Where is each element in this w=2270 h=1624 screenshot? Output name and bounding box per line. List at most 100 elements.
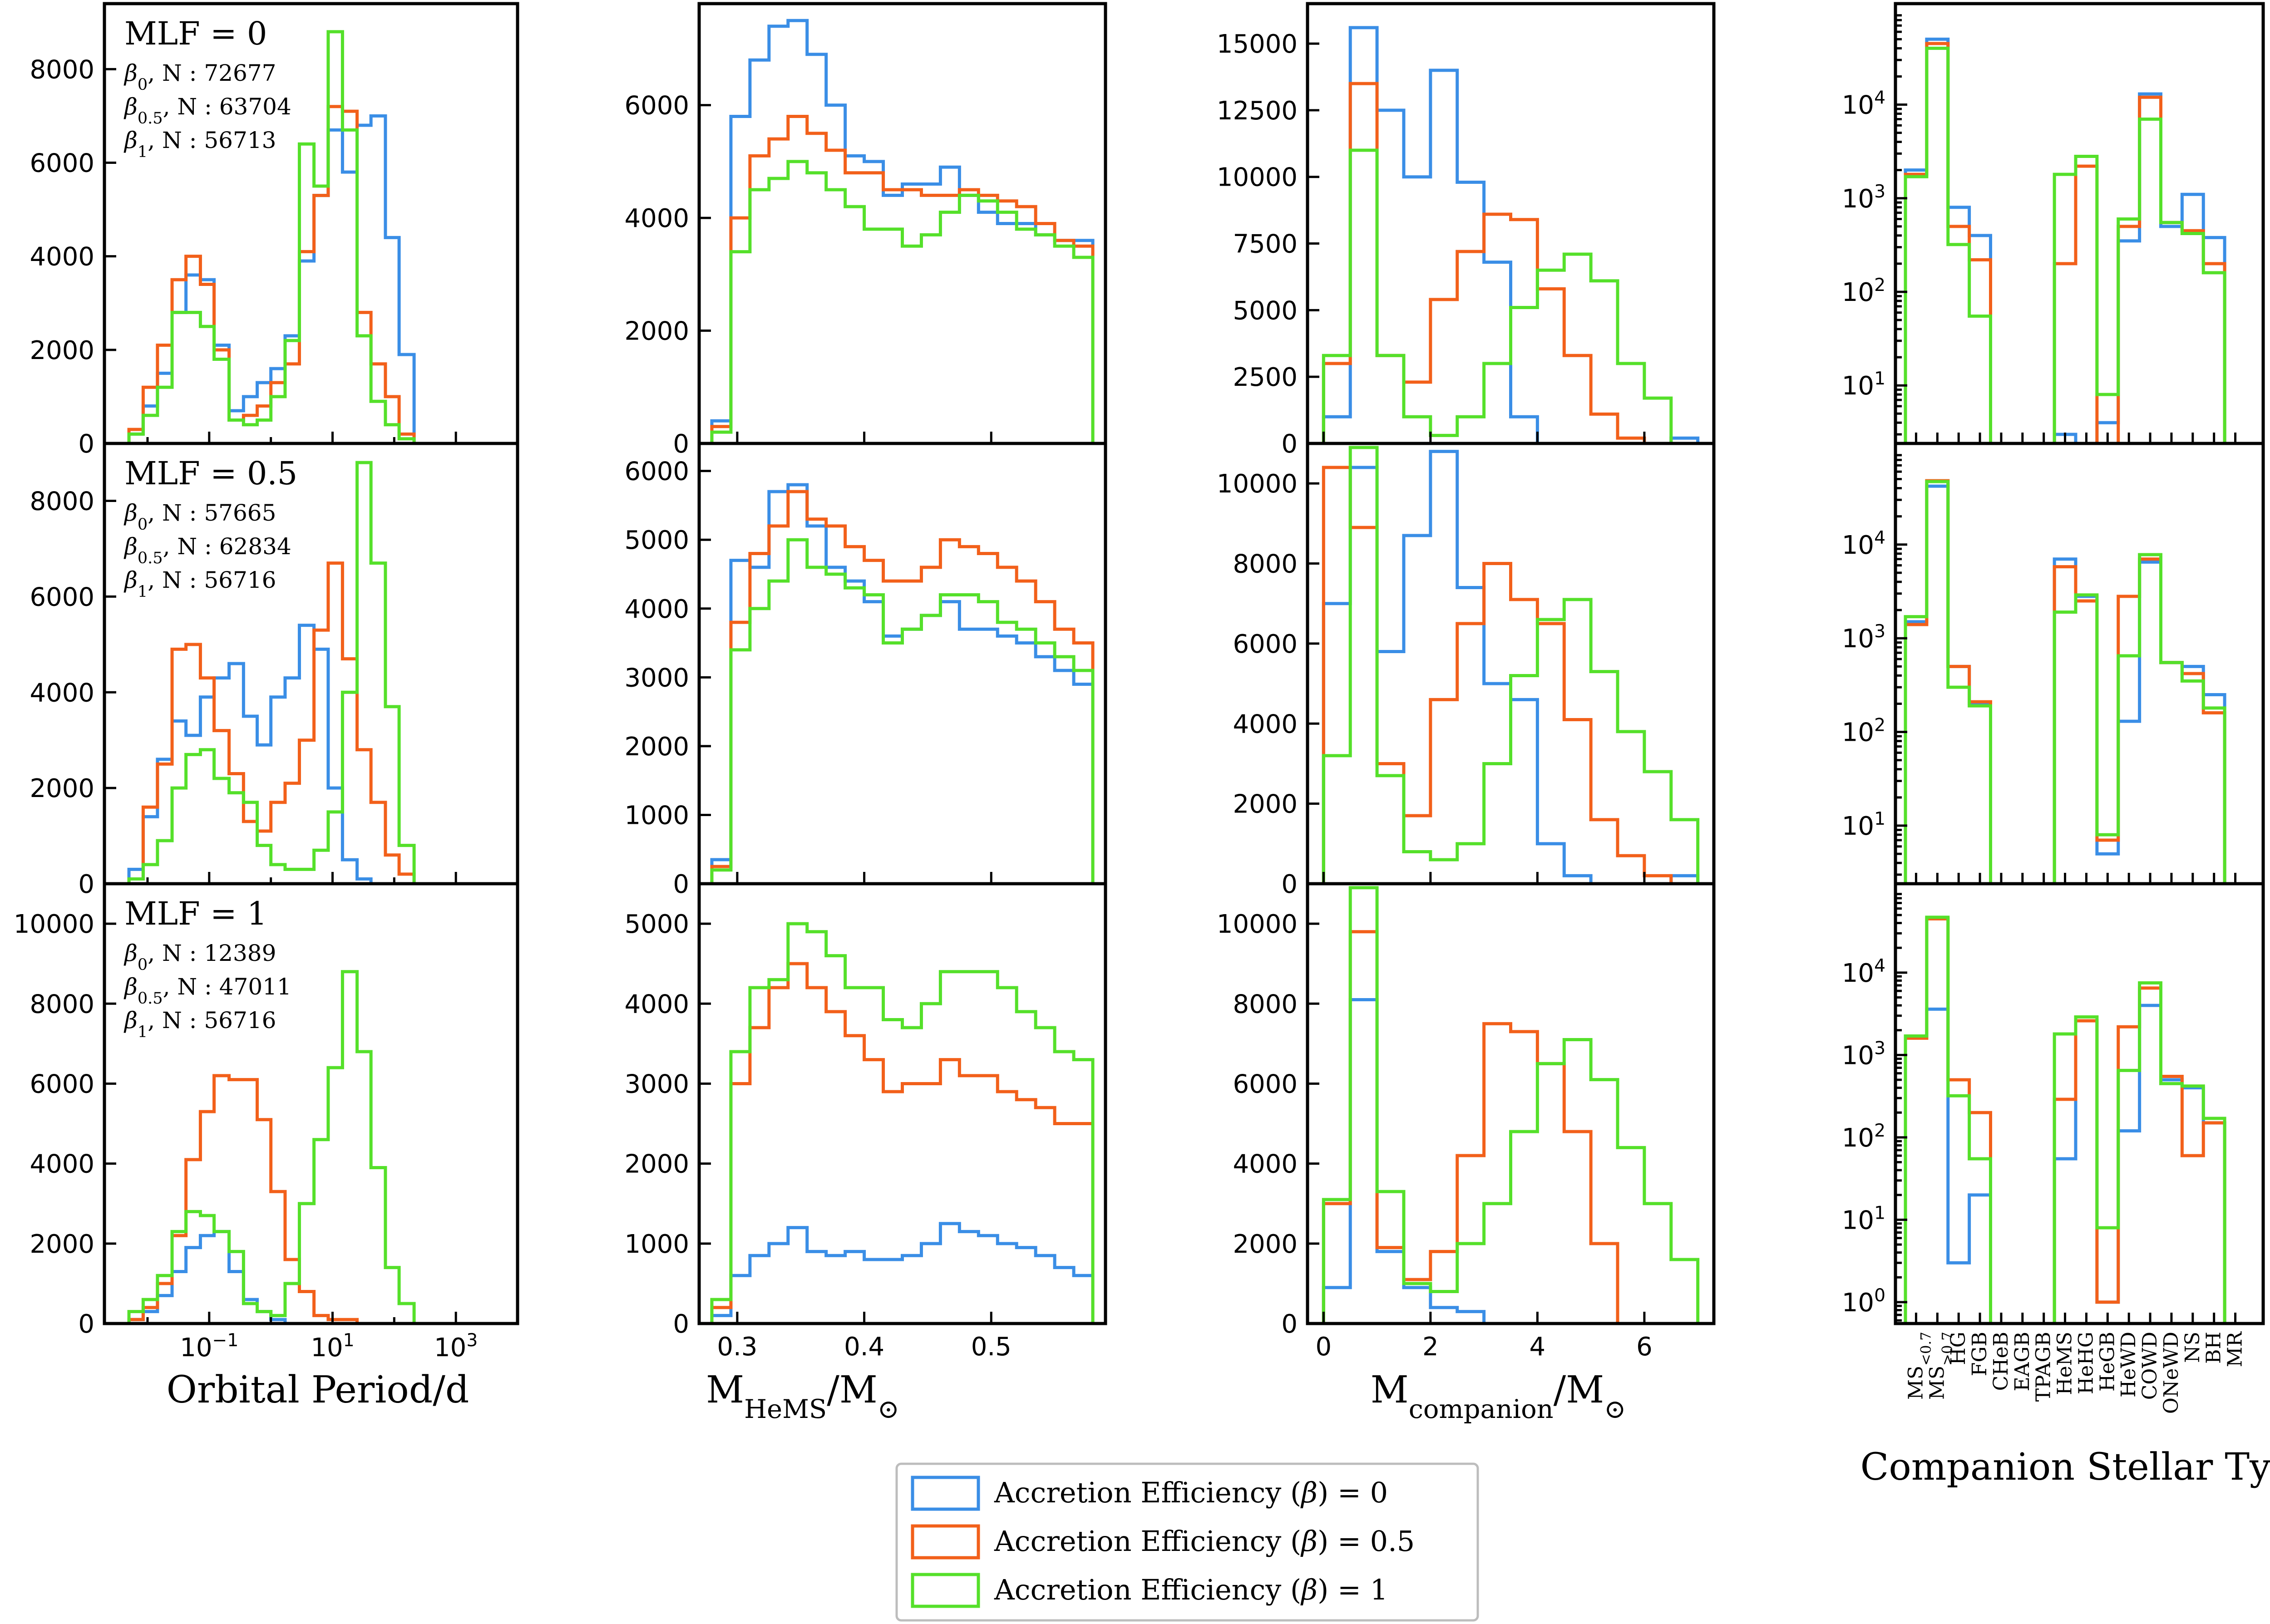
y-tick-label: 3000 bbox=[624, 1069, 689, 1099]
x-category-label: MR bbox=[2224, 1331, 2247, 1367]
panel-r0-c2: 0 2500 5000 7500 10000 12500 15000 bbox=[1217, 2, 1716, 459]
y-tick-label: 8000 bbox=[1233, 550, 1298, 579]
y-tick-label: 104 bbox=[1842, 955, 1885, 988]
count-label-beta-0.5: β0.5, N : 63704 bbox=[123, 94, 291, 128]
y-tick-label: 8000 bbox=[30, 989, 94, 1019]
y-tick-label: 2000 bbox=[30, 336, 94, 365]
y-tick-label: 12500 bbox=[1217, 96, 1298, 126]
series-line-beta-1 bbox=[1322, 148, 1698, 445]
y-tick-label: 2000 bbox=[30, 774, 94, 803]
x-tick-label: 2 bbox=[1422, 1332, 1439, 1362]
y-tick-label: 101 bbox=[1842, 369, 1885, 401]
series-line-beta-0 bbox=[1322, 450, 1700, 886]
y-tick-label: 5000 bbox=[624, 526, 689, 555]
x-tick-label: 0 bbox=[1316, 1332, 1332, 1362]
series-line-beta-1 bbox=[1322, 446, 1700, 884]
y-tick-label: 6000 bbox=[30, 148, 94, 178]
y-tick-label: 0 bbox=[673, 1309, 689, 1339]
y-tick-label: 6000 bbox=[624, 91, 689, 121]
y-tick-label: 4000 bbox=[624, 204, 689, 233]
count-label-beta-1: β1, N : 56713 bbox=[123, 127, 276, 161]
panel-frame bbox=[103, 882, 519, 1325]
x-category-label: FGB bbox=[1968, 1332, 1991, 1376]
count-label-beta-0: β0, N : 12389 bbox=[123, 940, 276, 974]
panel-frame bbox=[697, 442, 1107, 886]
series-line-beta-0.5 bbox=[1322, 930, 1698, 1325]
y-tick-label: 101 bbox=[1842, 809, 1885, 842]
y-tick-label: 4000 bbox=[30, 242, 94, 272]
series-line-beta-0.5 bbox=[127, 1074, 415, 1325]
y-tick-label: 6000 bbox=[1233, 630, 1298, 659]
y-tick-label: 2000 bbox=[1233, 1230, 1298, 1259]
legend-swatch-beta-0 bbox=[911, 1476, 980, 1511]
y-tick-label: 0 bbox=[1281, 1309, 1298, 1339]
series-line-beta-0 bbox=[1904, 37, 2226, 443]
legend-label-beta-0: Accretion Efficiency (β) = 0 bbox=[994, 1476, 1388, 1509]
y-tick-label: 0 bbox=[1281, 429, 1298, 459]
x-category-label: HeWD bbox=[2117, 1332, 2140, 1398]
y-tick-label: 10000 bbox=[1217, 163, 1298, 192]
y-tick-label: 2000 bbox=[624, 317, 689, 346]
legend: Accretion Efficiency (β) = 0 Accretion E… bbox=[895, 1462, 1479, 1622]
series-line-beta-1 bbox=[1322, 886, 1700, 1324]
x-tick-label: 6 bbox=[1636, 1332, 1653, 1362]
x-category-label: HG bbox=[1947, 1332, 1970, 1365]
mlf-label: MLF = 0 bbox=[124, 15, 267, 52]
panel-r1-c2: 0 2000 4000 6000 8000 10000 bbox=[1217, 442, 1716, 899]
y-tick-label: 4000 bbox=[1233, 1150, 1298, 1179]
count-label-beta-0.5: β0.5, N : 62834 bbox=[123, 533, 291, 567]
count-label-beta-1: β1, N : 56716 bbox=[123, 1007, 276, 1041]
series-line-beta-0 bbox=[710, 1222, 1095, 1324]
y-tick-label: 1000 bbox=[624, 801, 689, 830]
y-tick-label: 8000 bbox=[30, 55, 94, 84]
legend-label-beta-1: Accretion Efficiency (β) = 1 bbox=[994, 1573, 1388, 1606]
xlabel-orbital-period: Orbital Period/d bbox=[167, 1368, 469, 1412]
legend-frame bbox=[895, 1462, 1479, 1622]
x-category-label: HeMS bbox=[2053, 1332, 2077, 1395]
x-tick-label: 0.4 bbox=[844, 1332, 884, 1362]
y-tick-label: 10000 bbox=[1217, 469, 1298, 499]
series-line-beta-1 bbox=[1904, 915, 2226, 1324]
y-tick-label: 103 bbox=[1842, 181, 1885, 214]
y-tick-label: 103 bbox=[1842, 1038, 1885, 1071]
y-tick-label: 104 bbox=[1842, 527, 1885, 560]
y-tick-label: 4000 bbox=[624, 595, 689, 624]
series-line-beta-0 bbox=[1904, 1004, 2226, 1324]
y-tick-label: 102 bbox=[1842, 715, 1885, 748]
series-line-beta-1 bbox=[710, 160, 1095, 443]
series-line-beta-0.5 bbox=[710, 490, 1095, 884]
series-line-beta-0.5 bbox=[710, 114, 1095, 443]
x-category-label: MS>0.7 bbox=[1925, 1332, 1955, 1400]
series-line-beta-1 bbox=[1904, 480, 2226, 884]
x-tick-label: 103 bbox=[434, 1330, 478, 1363]
x-category-label: HeHG bbox=[2074, 1332, 2097, 1394]
series-line-beta-1 bbox=[127, 970, 416, 1324]
x-tick-label: 0.3 bbox=[717, 1332, 757, 1362]
y-tick-label: 0 bbox=[78, 429, 94, 459]
series-line-beta-1 bbox=[127, 30, 416, 443]
y-tick-label: 8000 bbox=[30, 487, 94, 517]
panel-r2-c3: 100 101 102 103 104 MS<0.7MS>0.7HGFGBCHeBEAGB… bbox=[1842, 882, 2265, 1414]
series-line-beta-1 bbox=[127, 461, 416, 884]
xlabel-mhems: MHeMS/M⊙ bbox=[706, 1368, 899, 1424]
y-tick-label: 4000 bbox=[1233, 709, 1298, 739]
legend-swatch-beta-0.5 bbox=[911, 1524, 980, 1560]
panel-frame bbox=[1894, 882, 2265, 1325]
y-tick-label: 2000 bbox=[1233, 790, 1298, 819]
y-tick-label: 15000 bbox=[1217, 30, 1298, 59]
panel-r1-c3: 101 102 103 104 bbox=[1842, 442, 2265, 886]
xlabel-companion-stellar-type: Companion Stellar Type bbox=[1860, 1446, 2270, 1489]
x-category-label: MS<0.7 bbox=[1904, 1332, 1934, 1400]
y-tick-label: 0 bbox=[673, 870, 689, 899]
y-tick-label: 6000 bbox=[30, 1069, 94, 1099]
count-label-beta-0: β0, N : 57665 bbox=[123, 500, 276, 534]
panel-r0-c1: 0 2000 4000 6000 bbox=[624, 2, 1107, 459]
y-tick-label: 2500 bbox=[1233, 363, 1298, 392]
xlabel-mcompanion: Mcompanion/M⊙ bbox=[1371, 1368, 1626, 1424]
y-tick-label: 102 bbox=[1842, 275, 1885, 307]
x-tick-label: 10−1 bbox=[180, 1330, 238, 1363]
x-category-label: EAGB bbox=[2011, 1332, 2034, 1391]
y-tick-label: 0 bbox=[78, 870, 94, 899]
x-category-label: CHeB bbox=[1989, 1332, 2013, 1391]
